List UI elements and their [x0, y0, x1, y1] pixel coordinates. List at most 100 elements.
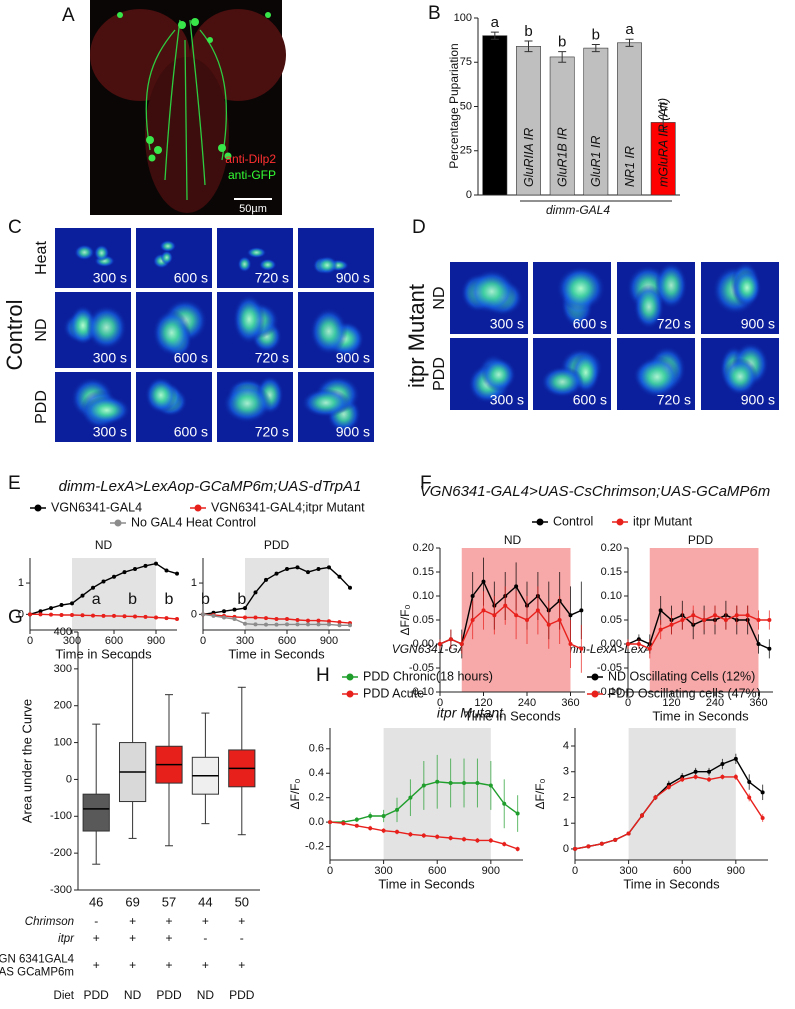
tile-background [55, 228, 131, 288]
significance-letter: b [524, 23, 532, 40]
data-point [143, 563, 148, 568]
category-label: GluR1 IR [589, 136, 603, 187]
panel-letter: F [420, 473, 432, 494]
data-point [222, 615, 226, 620]
data-point [264, 577, 268, 582]
data-point [164, 568, 169, 573]
y-tick-label: 0.20 [601, 542, 622, 554]
y-tick-label: 0 [66, 773, 72, 785]
bar [482, 35, 508, 196]
data-point [337, 623, 342, 628]
data-point [368, 826, 373, 831]
data-point [557, 618, 562, 622]
error-bar [659, 114, 668, 131]
sample-count: 46 [89, 894, 103, 909]
y-axis-label: ΔF/F₀ [288, 778, 302, 809]
subplot-title: PDD [264, 538, 290, 552]
data-point [734, 613, 739, 618]
table-cell: + [165, 958, 172, 972]
data-point [295, 622, 300, 627]
x-tick-label: 300 [619, 865, 637, 877]
image-tile: 720 s [217, 292, 293, 368]
image-tile: 300 s [450, 262, 528, 334]
data-point [122, 614, 127, 619]
sample-count: 50 [235, 894, 249, 909]
table-cell: + [202, 958, 209, 972]
y-tick-label: -100 [50, 810, 72, 822]
x-tick-label: 0 [437, 697, 443, 709]
data-point [640, 813, 645, 818]
data-point [201, 612, 205, 617]
x-tick-label: 900 [320, 635, 338, 647]
legend-label: PDD Acute [363, 686, 424, 700]
x-tick-label: 360 [749, 697, 767, 709]
x-tick-label: 240 [518, 697, 536, 709]
data-point [395, 807, 400, 812]
y-tick-label: 0.10 [413, 590, 434, 602]
table-cell: + [238, 914, 245, 928]
data-point [599, 841, 604, 846]
cell-signal [232, 294, 266, 344]
data-point [112, 613, 116, 618]
panel-letter: E [8, 473, 21, 494]
data-point [395, 829, 400, 834]
data-point [232, 607, 237, 612]
axes [477, 18, 680, 196]
table-cell: PDD [84, 988, 110, 1002]
data-point [337, 574, 342, 579]
sample-count: 44 [198, 894, 212, 909]
y-tick-label: 200 [54, 700, 72, 712]
data-point [488, 783, 493, 788]
cell-signal [94, 244, 110, 262]
panel-letter: A [62, 5, 75, 26]
data-point [327, 565, 331, 570]
data-point [733, 756, 738, 761]
time-label: 720 s [255, 424, 289, 440]
data-point [448, 836, 453, 840]
image-tile: 720 s [217, 228, 293, 288]
data-point [316, 566, 321, 571]
data-point [328, 820, 332, 825]
data-point [381, 828, 386, 833]
data-point [122, 570, 127, 575]
y-axis-label: ΔF/F₀ [398, 604, 412, 635]
time-label: 300 s [93, 270, 127, 286]
cell-signal [237, 256, 252, 273]
image-tile: 900 s [701, 261, 779, 334]
data-point [579, 646, 584, 651]
legend-marker [591, 690, 599, 698]
data-point [28, 612, 32, 617]
data-point [586, 844, 591, 849]
significance-letter: c [659, 97, 667, 114]
time-label: 300 s [93, 424, 127, 440]
data-point [91, 585, 95, 590]
image-tile: 300 s [55, 228, 131, 288]
data-point [421, 833, 426, 838]
data-point [459, 642, 464, 646]
panel-a-image: anti-Dilp2 anti-GFP 50µm [90, 0, 286, 215]
significance-letter: b [558, 34, 566, 51]
table-cell: ND [197, 988, 215, 1002]
subplot-title: PDD [688, 533, 714, 547]
x-tick-label: 120 [662, 697, 680, 709]
x-tick-label: 900 [482, 865, 500, 877]
data-point [91, 613, 95, 618]
significance-letter: a [92, 591, 101, 608]
x-axis-label: Time in Seconds [623, 876, 720, 891]
legend-label: itpr Mutant [633, 514, 693, 528]
data-point [274, 571, 279, 576]
data-point [462, 837, 467, 842]
data-point [341, 821, 346, 826]
data-point [502, 842, 507, 847]
data-point [462, 781, 467, 785]
y-tick-label: 0.2 [309, 792, 324, 804]
category-label: GluR1B IR [555, 127, 569, 187]
box [82, 793, 110, 832]
data-point [70, 612, 74, 617]
table-cell: + [165, 931, 172, 945]
time-label: 600 s [174, 424, 208, 440]
data-point [525, 618, 529, 622]
neuron-cells [117, 12, 271, 162]
data-point [274, 622, 279, 627]
